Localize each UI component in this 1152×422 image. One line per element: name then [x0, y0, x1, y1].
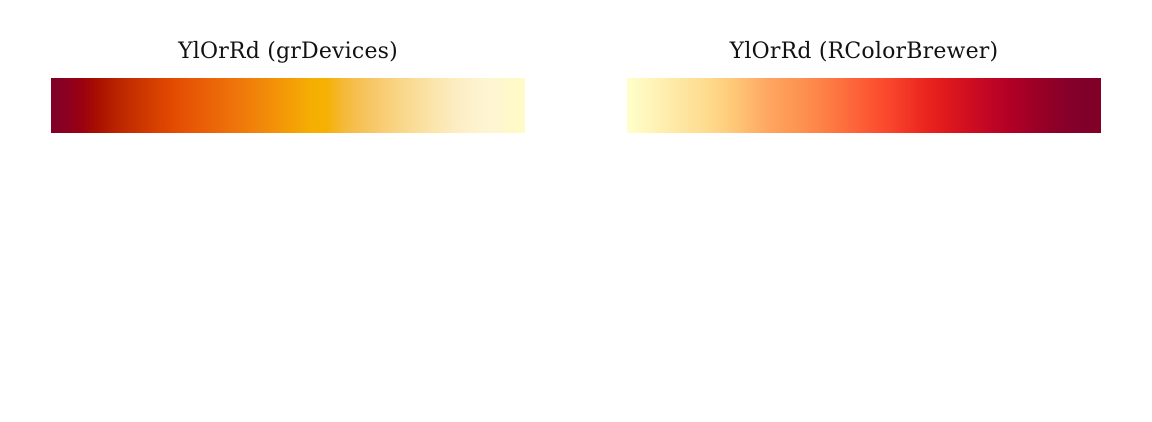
color-swatch — [258, 78, 273, 133]
color-swatch — [847, 78, 864, 133]
color-swatch — [695, 78, 712, 133]
color-swatch — [864, 78, 881, 133]
color-swatch — [1016, 78, 1033, 133]
color-swatch — [745, 78, 762, 133]
color-ramp — [627, 78, 1101, 133]
color-swatch — [1084, 78, 1101, 133]
color-swatch — [66, 78, 81, 133]
color-swatch — [199, 78, 214, 133]
color-swatch — [436, 78, 451, 133]
color-swatch — [214, 78, 229, 133]
color-swatch — [729, 78, 746, 133]
color-swatch — [796, 78, 813, 133]
panel-title: YlOrRd (RColorBrewer) — [729, 39, 999, 64]
color-swatch — [661, 78, 678, 133]
color-swatch — [95, 78, 110, 133]
color-swatch — [451, 78, 466, 133]
color-swatch — [1033, 78, 1050, 133]
color-swatch — [510, 78, 525, 133]
color-swatch — [712, 78, 729, 133]
color-swatch — [881, 78, 898, 133]
color-swatch — [155, 78, 170, 133]
color-swatch — [779, 78, 796, 133]
color-swatch — [392, 78, 407, 133]
color-swatch — [170, 78, 185, 133]
color-swatch — [125, 78, 140, 133]
color-swatch — [421, 78, 436, 133]
color-swatch — [982, 78, 999, 133]
color-swatch — [813, 78, 830, 133]
color-swatch — [932, 78, 949, 133]
color-swatch — [949, 78, 966, 133]
color-swatch — [762, 78, 779, 133]
color-swatch — [644, 78, 661, 133]
color-swatch — [965, 78, 982, 133]
color-swatch — [377, 78, 392, 133]
colorbar-panel-rcolorbrewer: YlOrRd (RColorBrewer) — [626, 0, 1102, 140]
panel-title: YlOrRd (grDevices) — [178, 39, 398, 64]
color-swatch — [466, 78, 481, 133]
color-swatch — [288, 78, 303, 133]
color-swatch — [898, 78, 915, 133]
color-swatch — [140, 78, 155, 133]
color-swatch — [303, 78, 318, 133]
color-swatch — [830, 78, 847, 133]
color-swatch — [915, 78, 932, 133]
color-swatch — [495, 78, 510, 133]
color-swatch — [1050, 78, 1067, 133]
color-swatch — [362, 78, 377, 133]
color-swatch — [1067, 78, 1084, 133]
color-swatch — [999, 78, 1016, 133]
color-swatch — [347, 78, 362, 133]
color-ramp — [51, 78, 525, 133]
color-swatch — [110, 78, 125, 133]
color-swatch — [627, 78, 644, 133]
color-swatch — [318, 78, 333, 133]
color-swatch — [332, 78, 347, 133]
color-swatch — [184, 78, 199, 133]
color-swatch — [51, 78, 66, 133]
color-swatch — [407, 78, 422, 133]
color-swatch — [678, 78, 695, 133]
colorbar-panel-grdevices: YlOrRd (grDevices) — [50, 0, 526, 140]
color-swatch — [229, 78, 244, 133]
color-swatch — [244, 78, 259, 133]
color-swatch — [481, 78, 496, 133]
color-swatch — [81, 78, 96, 133]
color-swatch — [273, 78, 288, 133]
